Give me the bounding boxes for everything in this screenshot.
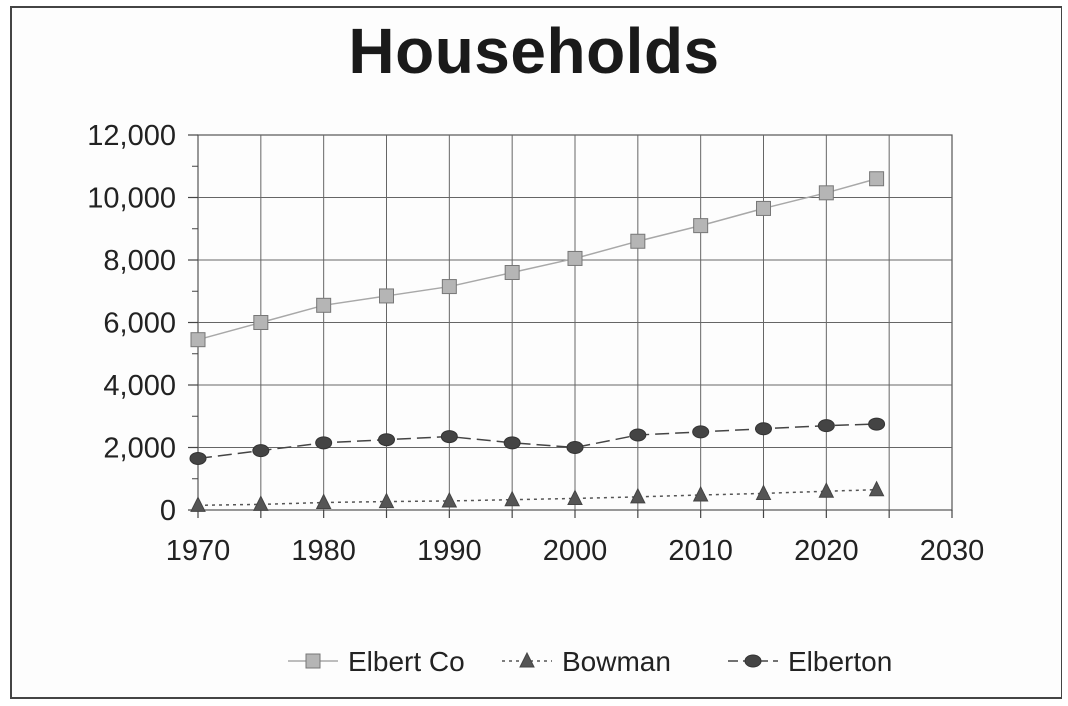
series-line [197, 423, 877, 460]
marker-triangle [504, 490, 520, 507]
chart-title: Households [348, 15, 720, 87]
marker-square [441, 279, 457, 295]
marker-square [316, 297, 332, 313]
legend-item: Elbert Co [288, 646, 465, 677]
series-line [197, 488, 877, 507]
marker-circle [315, 436, 333, 450]
y-tick-label: 8,000 [103, 245, 176, 277]
y-tick-label: 2,000 [103, 433, 176, 465]
marker-circle [868, 417, 886, 431]
marker-square [305, 653, 321, 669]
legend-label: Elberton [788, 646, 892, 677]
marker-triangle [567, 489, 583, 505]
marker-triangle [818, 482, 835, 498]
marker-triangle [315, 493, 332, 509]
marker-triangle [755, 484, 772, 500]
marker-circle [817, 419, 835, 433]
legend-label: Elbert Co [348, 646, 465, 677]
marker-circle [252, 444, 270, 458]
series-elberton [189, 417, 886, 465]
marker-circle [566, 441, 584, 454]
marker-square [379, 288, 394, 304]
y-tick-label: 12,000 [87, 120, 176, 152]
marker-square [756, 200, 771, 216]
marker-triangle [378, 492, 395, 509]
marker-triangle [441, 491, 458, 508]
y-tick-label: 6,000 [103, 308, 176, 340]
marker-circle [189, 451, 207, 465]
marker-circle [692, 425, 710, 439]
y-tick-label: 0 [160, 495, 176, 527]
x-tick-label: 2000 [543, 535, 608, 567]
x-tick-label: 2020 [794, 535, 859, 567]
marker-circle [755, 422, 772, 436]
marker-triangle [868, 480, 885, 497]
marker-triangle [190, 496, 206, 512]
x-axis-ticks: 1970 1980 1990 2000 2010 2020 2030 [166, 535, 985, 567]
marker-square [869, 171, 885, 187]
y-tick-label: 10,000 [87, 183, 176, 215]
marker-triangle [630, 487, 646, 504]
legend-item: Bowman [502, 646, 671, 677]
marker-circle [744, 654, 762, 668]
marker-circle [378, 433, 395, 447]
marker-circle [629, 428, 647, 442]
marker-circle [440, 430, 458, 444]
x-tick-label: 2030 [920, 535, 985, 567]
marker-square [504, 265, 520, 280]
x-tick-label: 1970 [166, 535, 231, 567]
series-line [197, 178, 877, 341]
marker-square [818, 185, 834, 201]
marker-triangle [519, 651, 535, 668]
plot-grid [188, 134, 953, 518]
chart-frame [10, 6, 1062, 699]
series-elbert-co [190, 171, 885, 348]
y-axis-ticks: 0 2,000 4,000 6,000 8,000 10,000 12,000 [87, 120, 176, 527]
marker-triangle [692, 485, 709, 502]
marker-square [253, 315, 269, 330]
marker-triangle [253, 495, 269, 511]
legend-item: Elberton [728, 646, 892, 677]
x-tick-label: 1990 [417, 535, 482, 567]
marker-square [190, 332, 206, 348]
y-tick-label: 4,000 [103, 370, 176, 402]
x-tick-label: 1980 [291, 535, 356, 567]
marker-square [630, 233, 646, 249]
x-tick-label: 2010 [668, 535, 733, 567]
series-group [189, 171, 886, 512]
series-bowman [190, 480, 885, 512]
marker-square [567, 250, 583, 266]
legend-label: Bowman [562, 646, 671, 677]
marker-circle [503, 436, 521, 450]
legend: Elbert Co Bowman Elberton [288, 646, 892, 677]
marker-square [693, 218, 709, 234]
